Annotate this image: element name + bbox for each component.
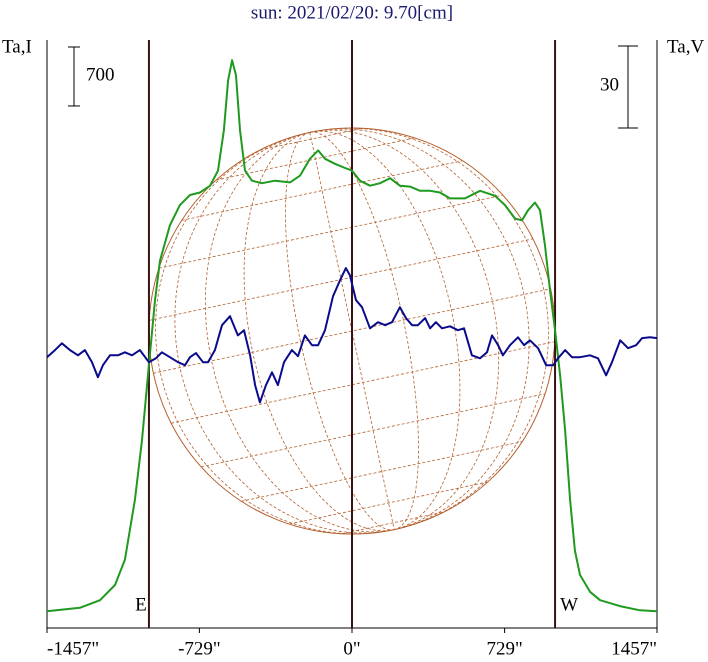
limb-label: W	[560, 594, 578, 615]
y-axis-label: Ta,I	[2, 36, 32, 57]
solar-disk	[148, 127, 556, 535]
parallel	[158, 194, 503, 269]
meridian	[285, 131, 395, 531]
chart-title: sun: 2021/02/20: 9.70[cm]	[251, 2, 453, 23]
meridian	[309, 131, 419, 531]
scale-label: 700	[86, 64, 115, 85]
disk-grid	[149, 127, 555, 535]
y2-axis-label: Ta,V	[667, 36, 704, 57]
parallel	[216, 137, 415, 181]
series-line	[46, 267, 658, 404]
parallel	[289, 481, 488, 525]
x-tick-label: 0"	[343, 638, 360, 659]
meridian	[309, 127, 549, 531]
x-tick-label: -1457"	[47, 638, 99, 659]
series-line	[46, 59, 658, 613]
meridian	[309, 128, 530, 531]
x-tick-label: -729"	[178, 638, 221, 659]
meridian	[204, 131, 395, 533]
scale-label: 30	[600, 74, 619, 95]
parallel	[170, 341, 555, 424]
x-tick-label: 1457"	[611, 638, 657, 659]
meridian	[309, 129, 500, 531]
meridian	[155, 131, 395, 535]
parallel	[181, 160, 463, 221]
parallel	[201, 393, 546, 468]
parallel	[153, 288, 551, 374]
meridian	[309, 130, 461, 531]
parallel	[241, 441, 523, 502]
limb-label: E	[135, 594, 147, 615]
parallel	[259, 127, 363, 151]
meridian	[309, 132, 395, 530]
x-tick-label: 729"	[486, 638, 522, 659]
parallel	[341, 511, 445, 535]
